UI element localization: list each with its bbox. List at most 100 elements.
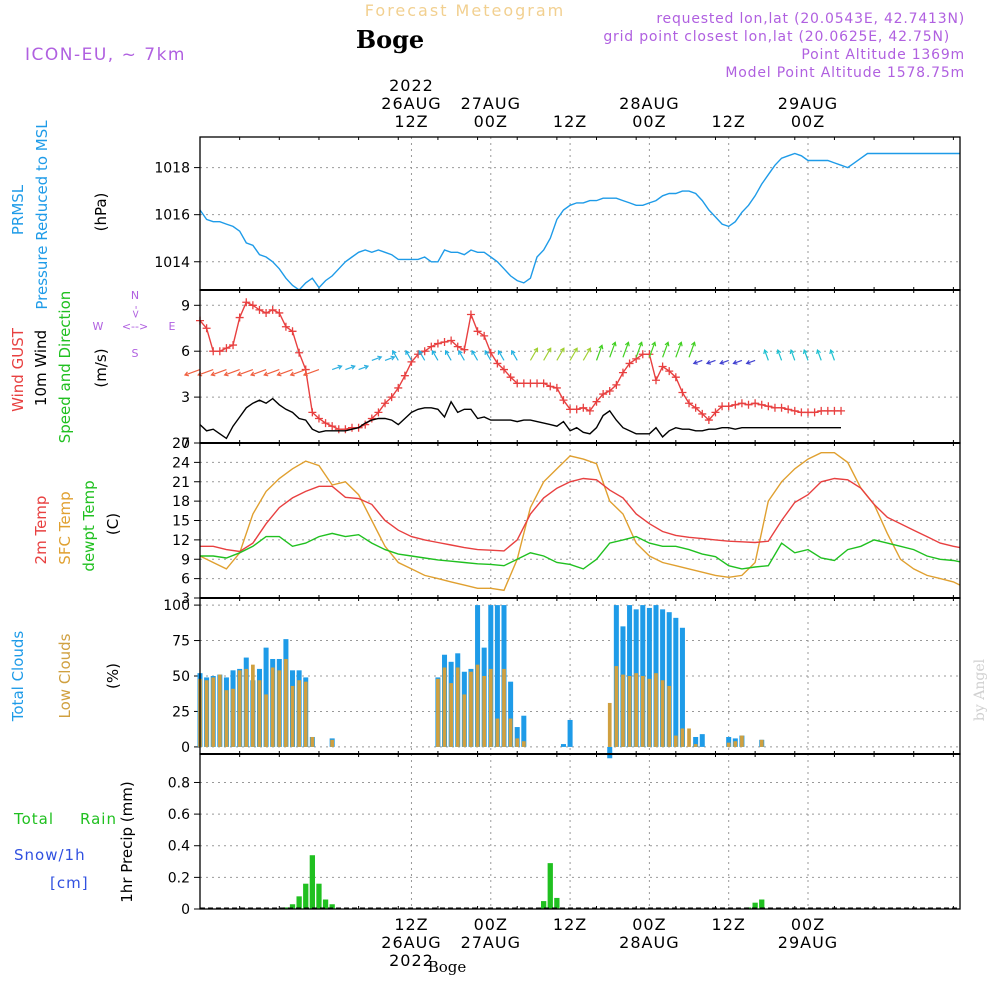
wind-direction-arrow — [431, 350, 439, 361]
wind-arrowhead — [276, 371, 282, 377]
wind-direction-arrow — [405, 350, 412, 361]
wind-direction-arrow — [371, 356, 382, 361]
wind-arrowhead — [392, 349, 397, 355]
low-cloud-bar — [224, 690, 229, 747]
low-cloud-bar — [244, 668, 249, 747]
compass-ns-arrow: <- — [129, 305, 142, 318]
y-tick-label: 15 — [172, 514, 190, 530]
y-tick-label: 0 — [181, 740, 190, 756]
wind-direction-arrow — [688, 342, 696, 358]
wind-direction-arrow — [458, 350, 465, 361]
wind-arrowhead — [763, 348, 769, 355]
gust-marker — [685, 399, 694, 408]
wind-arrowhead — [210, 371, 216, 377]
wind-direction-arrow — [622, 342, 629, 358]
wind-arrowhead — [350, 364, 356, 370]
total-cloud-bar — [560, 744, 566, 747]
gust-marker — [552, 383, 561, 392]
compass-n: N — [131, 289, 139, 302]
location-title: Boge — [356, 25, 424, 54]
total-cloud-bar — [666, 612, 672, 747]
wind-arrowhead — [745, 359, 751, 365]
gust-marker — [493, 359, 502, 368]
rain-bar — [329, 904, 335, 909]
temp-unit-label: (C) — [104, 513, 122, 535]
gust-marker — [215, 347, 224, 356]
wind-arrowhead — [546, 347, 552, 353]
wind-arrowhead — [691, 341, 696, 347]
gust-marker — [447, 336, 456, 345]
wind-direction-arrow — [445, 350, 452, 361]
gust-marker — [605, 386, 614, 395]
wind-arrowhead — [677, 341, 683, 347]
footer-location: Boge — [428, 958, 467, 976]
gust-marker — [394, 383, 403, 392]
gust-marker — [288, 327, 297, 336]
wind-direction-arrow — [484, 350, 492, 361]
requested-coords: requested lon,lat (20.0543E, 42.7413N) — [656, 11, 965, 27]
gust-marker — [837, 406, 846, 415]
y-tick-label: 0 — [181, 436, 190, 452]
wind-arrowhead — [624, 341, 630, 347]
wind-direction-arrow — [331, 365, 342, 371]
rain-bar — [554, 897, 560, 909]
gust-marker — [242, 298, 251, 307]
wind-arrowhead — [263, 371, 269, 377]
low-cloud-bar — [673, 735, 678, 747]
total-cloud-bar — [508, 681, 514, 747]
bottom-time-label: 2022 — [389, 951, 434, 970]
gust-marker — [328, 422, 337, 431]
gust-marker — [387, 393, 396, 402]
wind-direction-arrow — [790, 349, 796, 361]
low-cloud-bar — [521, 741, 526, 747]
total-cloud-bar — [514, 727, 520, 747]
y-tick-label: 0.4 — [168, 839, 190, 855]
gust-marker — [618, 368, 627, 377]
low-cloud-bar — [502, 668, 506, 747]
gust-label: Wind GUST — [9, 327, 27, 412]
low-cloud-bar — [475, 664, 480, 747]
wind-direction-arrow — [543, 347, 552, 361]
low-cloud-bar — [627, 676, 632, 747]
bottom-time-label: 00Z — [791, 915, 825, 934]
panel-1-border — [199, 136, 961, 291]
snow-label: Snow/1h — [14, 846, 86, 864]
wind-arrowhead — [816, 348, 821, 355]
wind-direction-arrow — [358, 365, 369, 371]
rain-bar — [283, 907, 289, 909]
wind-arrowhead — [418, 349, 423, 355]
low-cloud-bar — [482, 676, 487, 747]
gust-marker — [757, 400, 766, 409]
bottom-time-label: 12Z — [394, 915, 428, 934]
gust-marker — [374, 408, 383, 417]
low-cloud-bar — [687, 728, 691, 747]
top-time-label: 28AUG — [619, 94, 679, 113]
wind-direction-arrow — [582, 347, 591, 361]
wind-direction-arrow — [184, 368, 201, 376]
low-cloud-bar — [647, 678, 652, 747]
top-time-label: 00Z — [632, 112, 666, 131]
wind-arrowhead — [337, 364, 343, 370]
wind-direction-arrow — [497, 350, 505, 361]
pressure-labels: PRMSL Pressure Reduced to MSL (hPa) — [9, 120, 110, 310]
gust-marker — [202, 324, 211, 333]
y-tick-label: 21 — [172, 475, 190, 491]
low-cloud-bar — [277, 670, 282, 747]
gust-marker — [400, 371, 409, 380]
compass-e: E — [169, 320, 176, 333]
gust-marker — [308, 408, 317, 417]
wind-arrowhead — [405, 349, 410, 355]
wind-arrowhead — [598, 344, 604, 350]
gust-series — [199, 301, 841, 430]
wind-arrowhead — [511, 349, 516, 355]
low-cloud-bar — [488, 668, 493, 747]
y-tick-label: 6 — [181, 344, 190, 360]
y-tick-label: 75 — [172, 634, 190, 650]
low-cloud-bar — [640, 676, 645, 747]
bottom-time-label: 00Z — [474, 915, 508, 934]
dewpt-series — [200, 532, 961, 570]
y-tick-label: 1014 — [154, 255, 190, 271]
low-cloud-bar — [726, 742, 731, 747]
wind-direction-arrow — [675, 342, 682, 358]
gust-marker — [731, 400, 740, 409]
